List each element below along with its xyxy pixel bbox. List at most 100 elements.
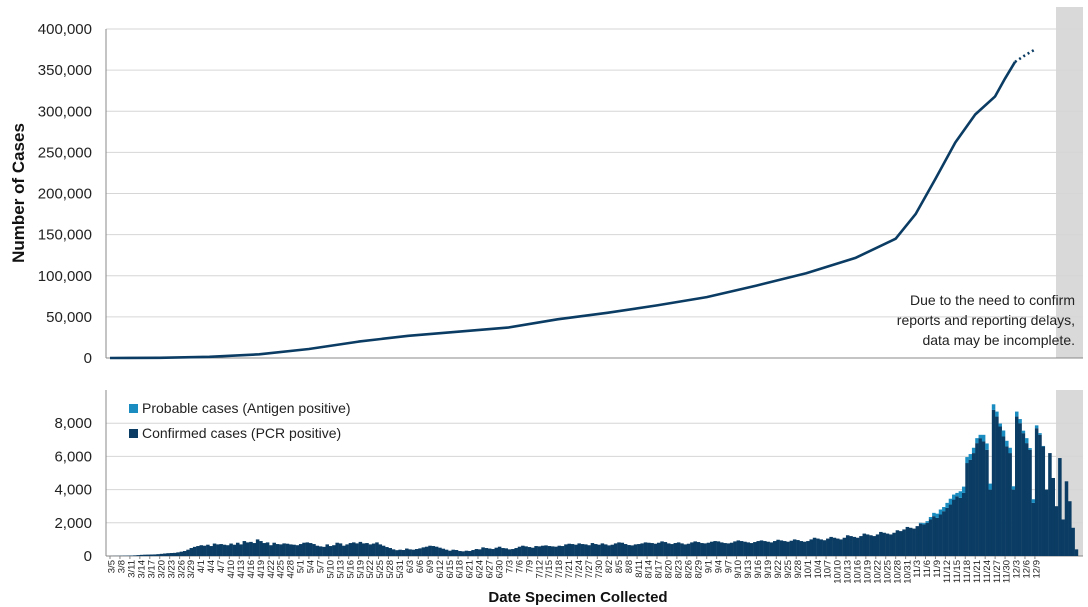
x-tick-label: 8/23 (674, 560, 685, 579)
bar-confirmed (325, 544, 329, 556)
bar-confirmed (743, 541, 747, 556)
bar-confirmed (756, 541, 760, 556)
bar-confirmed (938, 514, 943, 556)
bar-confirmed (477, 549, 482, 556)
bar-probable (978, 434, 983, 439)
bar-confirmed (852, 536, 857, 556)
y-tick-label-bottom: 2,000 (54, 515, 92, 532)
bar-confirmed (789, 540, 794, 556)
bar-confirmed (822, 540, 827, 556)
x-tick-label: 6/21 (465, 560, 476, 579)
x-tick-label: 3/8 (117, 560, 128, 573)
bar-confirmed (918, 523, 923, 556)
x-tick-label: 11/18 (962, 560, 973, 583)
x-tick-label: 5/7 (316, 560, 327, 573)
bar-confirmed (348, 543, 353, 556)
bar-confirmed (517, 546, 522, 556)
bar-confirmed (922, 524, 926, 556)
x-tick-label: 5/19 (355, 560, 366, 579)
y-tick-label-top: 350,000 (38, 62, 92, 79)
bar-confirmed (176, 552, 180, 556)
bar-confirmed (418, 548, 422, 556)
bar-confirmed (945, 507, 949, 556)
bar-probable (1018, 419, 1022, 424)
bar-confirmed (703, 543, 707, 556)
bar-confirmed (166, 553, 170, 556)
bar-confirmed (375, 542, 379, 556)
bar-confirmed (640, 543, 644, 556)
x-tick-label: 9/10 (733, 560, 744, 579)
y-tick-label-top: 250,000 (38, 144, 92, 161)
bar-confirmed (186, 549, 190, 556)
bar-confirmed (405, 548, 409, 556)
bar-confirmed (226, 545, 230, 556)
x-tick-label: 10/7 (823, 560, 834, 579)
x-tick-label: 7/3 (505, 560, 516, 573)
x-tick-label: 6/6 (415, 560, 426, 573)
bar-confirmed (414, 549, 419, 556)
bar-confirmed (726, 543, 731, 556)
bar-confirmed (133, 555, 137, 556)
x-tick-label: 7/27 (584, 560, 595, 579)
bar-confirmed (670, 544, 674, 556)
x-tick-label: 6/3 (405, 560, 416, 573)
bar-confirmed (995, 416, 999, 556)
bar-confirmed (521, 545, 525, 556)
bar-confirmed (182, 551, 187, 556)
y-tick-label-bottom: 4,000 (54, 482, 92, 499)
bar-confirmed (255, 539, 260, 556)
x-axis-title: Date Specimen Collected (488, 589, 667, 606)
x-tick-label: 7/24 (574, 560, 585, 579)
bar-confirmed (859, 536, 863, 556)
x-tick-label: 8/20 (664, 560, 675, 579)
bar-confirmed (567, 543, 571, 556)
bar-probable (975, 438, 979, 444)
x-tick-label: 4/28 (286, 560, 297, 579)
bar-confirmed (832, 537, 837, 556)
y-axis-title: Number of Cases (9, 123, 28, 263)
bar-confirmed (1041, 446, 1046, 556)
bar-confirmed (690, 542, 694, 556)
bar-confirmed (358, 541, 363, 556)
bar-confirmed (892, 532, 896, 556)
x-tick-label: 8/11 (634, 560, 645, 578)
x-tick-label: 4/10 (226, 560, 237, 579)
bar-confirmed (1018, 423, 1022, 556)
bar-confirmed (408, 549, 412, 556)
bar-confirmed (1015, 416, 1019, 556)
bar-confirmed (428, 545, 432, 556)
bar-confirmed (819, 539, 823, 556)
x-tick-label: 5/4 (306, 560, 317, 573)
x-tick-label: 10/22 (872, 560, 883, 584)
y-tick-label-top: 0 (84, 350, 92, 367)
bar-confirmed (988, 489, 993, 556)
bar-confirmed (594, 544, 598, 556)
bar-confirmed (1044, 489, 1049, 556)
bar-probable (1031, 499, 1036, 503)
bar-confirmed (836, 538, 840, 556)
bar-confirmed (885, 533, 890, 556)
bar-confirmed (623, 544, 628, 556)
bar-confirmed (484, 548, 489, 556)
bar-confirmed (305, 542, 310, 556)
bar-confirmed (673, 543, 678, 556)
x-tick-label: 9/4 (713, 560, 724, 573)
bar-confirmed (600, 543, 605, 556)
bar-confirmed (345, 544, 349, 556)
bar-confirmed (713, 541, 717, 556)
x-tick-label: 7/15 (544, 560, 555, 579)
x-tick-label: 7/18 (554, 560, 565, 579)
y-tick-label-bottom: 0 (84, 548, 92, 565)
bar-confirmed (1064, 481, 1069, 556)
bar-confirmed (272, 542, 276, 556)
bar-confirmed (289, 544, 293, 556)
bar-probable (932, 512, 936, 517)
bar-confirmed (935, 517, 939, 556)
bar-confirmed (212, 543, 217, 556)
bar-confirmed (577, 543, 581, 556)
bar-probable (925, 521, 930, 523)
bar-confirmed (139, 554, 144, 556)
bar-confirmed (461, 551, 465, 556)
bar-confirmed (630, 545, 634, 556)
x-tick-label: 5/25 (375, 560, 386, 579)
